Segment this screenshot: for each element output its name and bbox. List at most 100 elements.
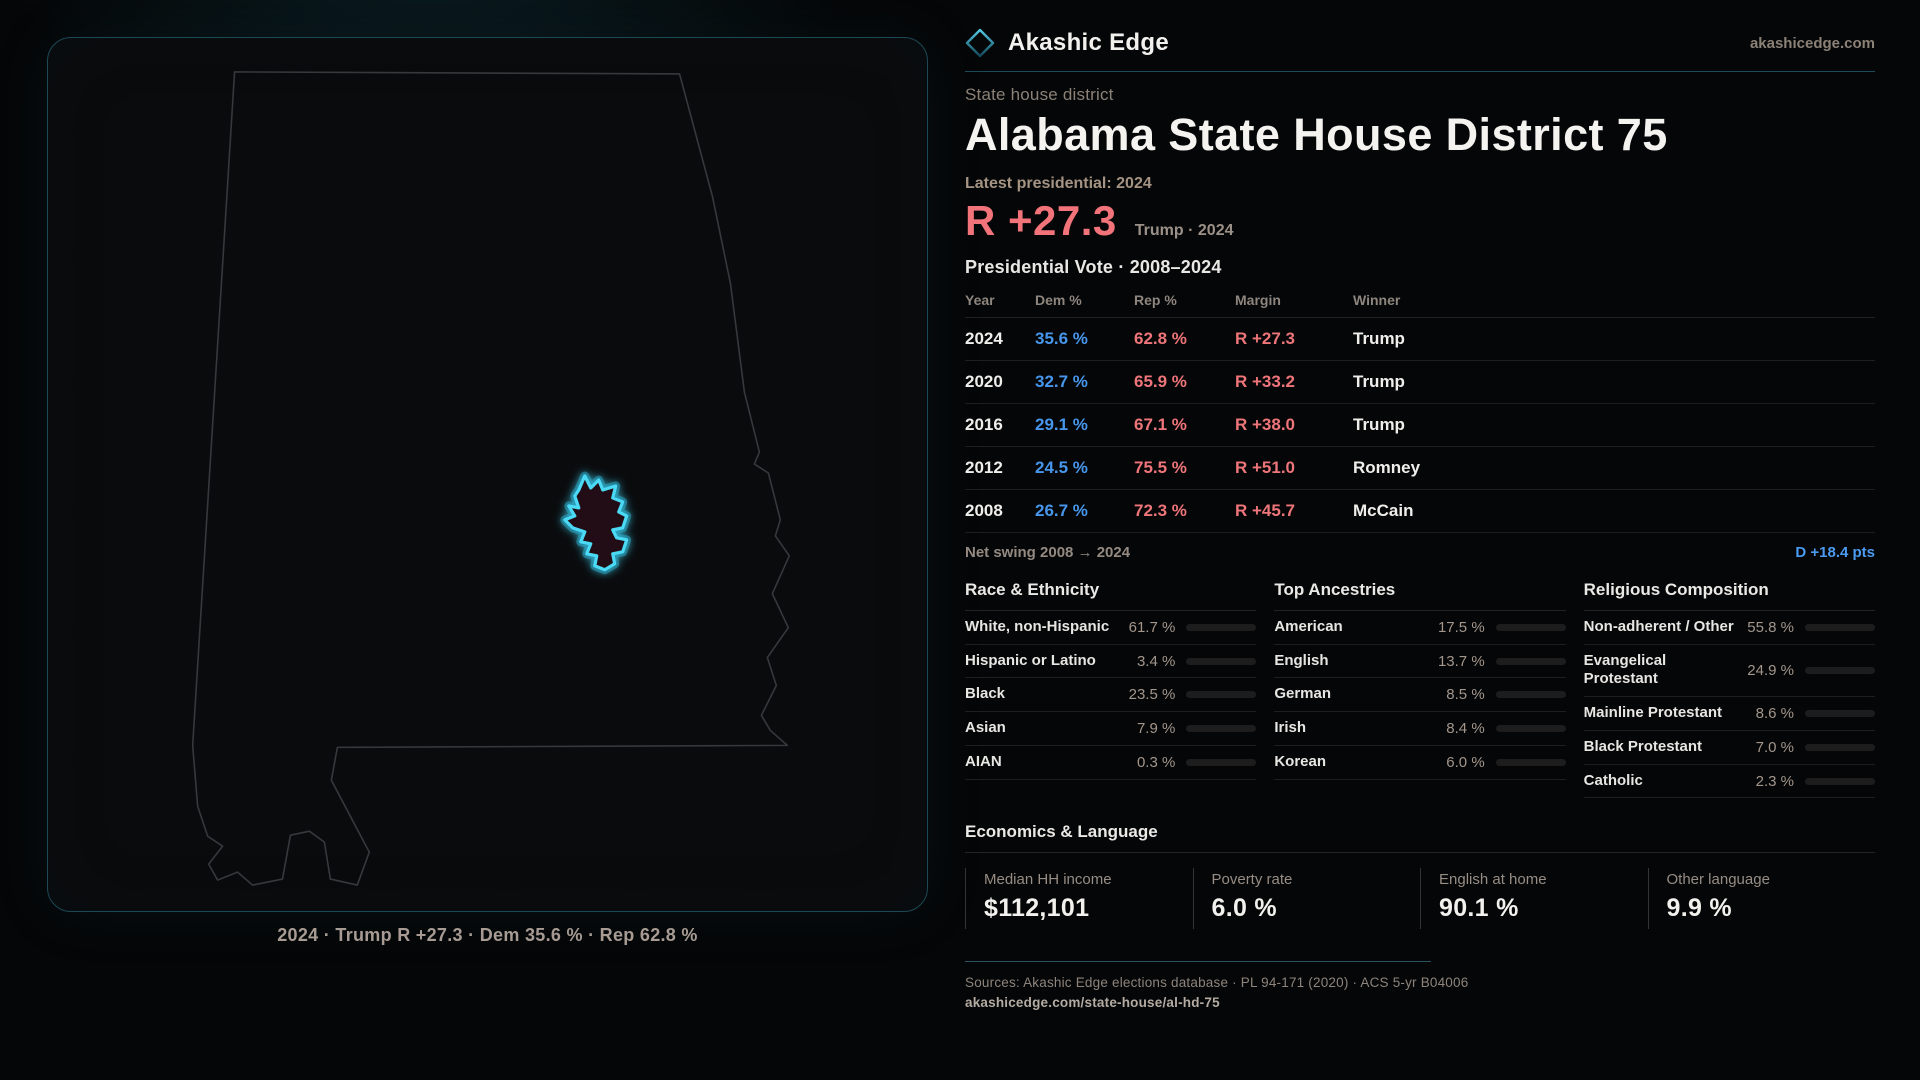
footer-divider [965,961,1431,963]
stat-label: Korean [1274,752,1327,770]
stat-value: 23.5 % [1128,686,1176,704]
table-body: 2024 35.6 % 62.8 % R +27.3 Trump 2020 32… [965,318,1875,533]
alabama-state-outline [191,71,791,886]
stat-bar-row: Hispanic or Latino 3.4 % [965,645,1257,679]
stat-label: Evangelical Protestant [1583,651,1667,688]
religion-rows: Non-adherent / Other 55.8 % Evangelical … [1583,611,1875,799]
margin-value: R +27.3 [965,196,1117,244]
cell-dem-pct: 29.1 % [1035,414,1088,434]
stat-value: 3.4 % [1136,652,1176,670]
stat-value: 90.1 % [1439,894,1519,923]
stat-label: Mainline Protestant [1583,704,1723,722]
latest-presidential-label: Latest presidential: 2024 [965,174,1152,192]
economics-stat-tile: Other language 9.9 % [1647,868,1876,930]
stat-value: 17.5 % [1437,618,1485,636]
district-locator-map-panel [47,37,928,912]
stat-bar-row: English 13.7 % [1274,645,1566,679]
cell-margin: R +45.7 [1235,500,1296,520]
cell-winner: McCain [1353,500,1414,520]
net-swing-row: Net swing 2008 → 2024 D +18.4 pts [965,533,1875,568]
stat-bar-row: Black 23.5 % [965,678,1257,713]
cell-margin: R +33.2 [1235,371,1296,391]
district-75-shape [563,474,629,572]
site-link[interactable]: akashicedge.com [1749,34,1875,52]
district-75-highlight [560,471,632,575]
cell-rep-pct: 72.3 % [1134,500,1187,520]
stat-bar-track [1186,691,1257,699]
stat-value: 61.7 % [1128,618,1176,636]
stat-bar-track [1805,777,1875,785]
cell-year: 2024 [965,328,1003,348]
permalink-link[interactable]: akashicedge.com/state-house/al-hd-75 [965,995,1220,1011]
stat-bar-track [1186,657,1257,665]
stat-value: 13.7 % [1437,652,1485,670]
cell-year: 2016 [965,414,1003,434]
table-row: 2016 29.1 % 67.1 % R +38.0 Trump [965,404,1875,447]
stat-bar-track [1805,623,1875,631]
stat-label: AIAN [965,752,1002,770]
stat-bar-track [1186,725,1257,733]
stat-value: 8.5 % [1446,686,1485,704]
stat-label: Black [965,685,1006,703]
stat-label: Hispanic or Latino [965,651,1096,669]
religion-section: Religious Composition Non-adherent / Oth… [1583,572,1875,799]
stat-bar-track [1186,758,1257,766]
stat-value: 8.4 % [1446,720,1485,738]
stat-value: 55.8 % [1747,618,1794,636]
ancestries-section-title: Top Ancestries [1274,572,1566,611]
stat-value: 2.3 % [1755,772,1794,790]
stat-label: English at home [1439,871,1547,889]
stat-bar-track [1495,691,1566,699]
table-row: 2012 24.5 % 75.5 % R +51.0 Romney [965,447,1875,490]
economics-section-title: Economics & Language [965,814,1875,854]
stat-label: English [1274,651,1329,669]
cell-dem-pct: 24.5 % [1035,457,1088,477]
stat-bar-track [1495,657,1566,665]
stat-label: White, non-Hispanic [965,617,1110,635]
table-header-row: Year Dem % Rep % Margin Winner [965,282,1875,318]
report-footer: Sources: Akashic Edge elections database… [965,961,1875,1010]
brand-name: Akashic Edge [1008,29,1169,56]
district-report: Akashic Edge akashicedge.com State house… [965,28,1875,1010]
table-row: 2008 26.7 % 72.3 % R +45.7 McCain [965,490,1875,533]
stat-bar-track [1805,710,1875,718]
stat-label: Median HH income [984,871,1112,889]
stat-bar-track [1495,758,1566,766]
stat-label: Poverty rate [1211,871,1293,889]
demographics-grid: Race & Ethnicity White, non-Hispanic 61.… [965,572,1875,799]
margin-note: Trump · 2024 [1134,221,1234,239]
cell-winner: Trump [1353,371,1405,391]
stat-bar-row: Mainline Protestant 8.6 % [1583,697,1875,731]
stat-value: 7.0 % [1755,738,1794,756]
diamond-logo-icon [965,28,995,58]
stat-bar-track [1805,743,1875,751]
cell-margin: R +27.3 [1235,328,1296,348]
cell-year: 2008 [965,500,1003,520]
stat-label: Catholic [1583,771,1643,789]
stat-value: 6.0 % [1211,894,1277,923]
cell-dem-pct: 26.7 % [1035,500,1088,520]
cell-winner: Trump [1353,414,1405,434]
religion-section-title: Religious Composition [1583,572,1875,611]
page-title: Alabama State House District 75 [965,109,1668,160]
vote-table-title: Presidential Vote · 2008–2024 [965,256,1222,277]
ancestry-rows: American 17.5 % English 13.7 % German 8.… [1274,611,1566,780]
brand-header: Akashic Edge akashicedge.com [965,28,1875,72]
stat-bar-track [1495,623,1566,631]
stat-bar-row: AIAN 0.3 % [965,746,1257,780]
stat-value: 6.0 % [1446,753,1485,771]
stat-bar-row: Irish 8.4 % [1274,712,1566,746]
cell-dem-pct: 35.6 % [1035,328,1088,348]
stat-bar-row: German 8.5 % [1274,678,1566,713]
economics-section: Economics & Language Median HH income $1… [965,814,1876,930]
cell-year: 2012 [965,457,1003,477]
headline-margin: R +27.3 Trump · 2024 [965,197,1875,245]
cell-margin: R +38.0 [1235,414,1296,434]
alabama-map [191,71,791,886]
stat-value: 24.9 % [1747,661,1794,679]
economics-stats: Median HH income $112,101 Poverty rate 6… [965,868,1876,930]
stat-bar-row: Non-adherent / Other 55.8 % [1583,611,1875,645]
race-rows: White, non-Hispanic 61.7 % Hispanic or L… [965,611,1257,780]
race-ethnicity-section: Race & Ethnicity White, non-Hispanic 61.… [965,572,1257,780]
stat-label: German [1274,685,1332,703]
